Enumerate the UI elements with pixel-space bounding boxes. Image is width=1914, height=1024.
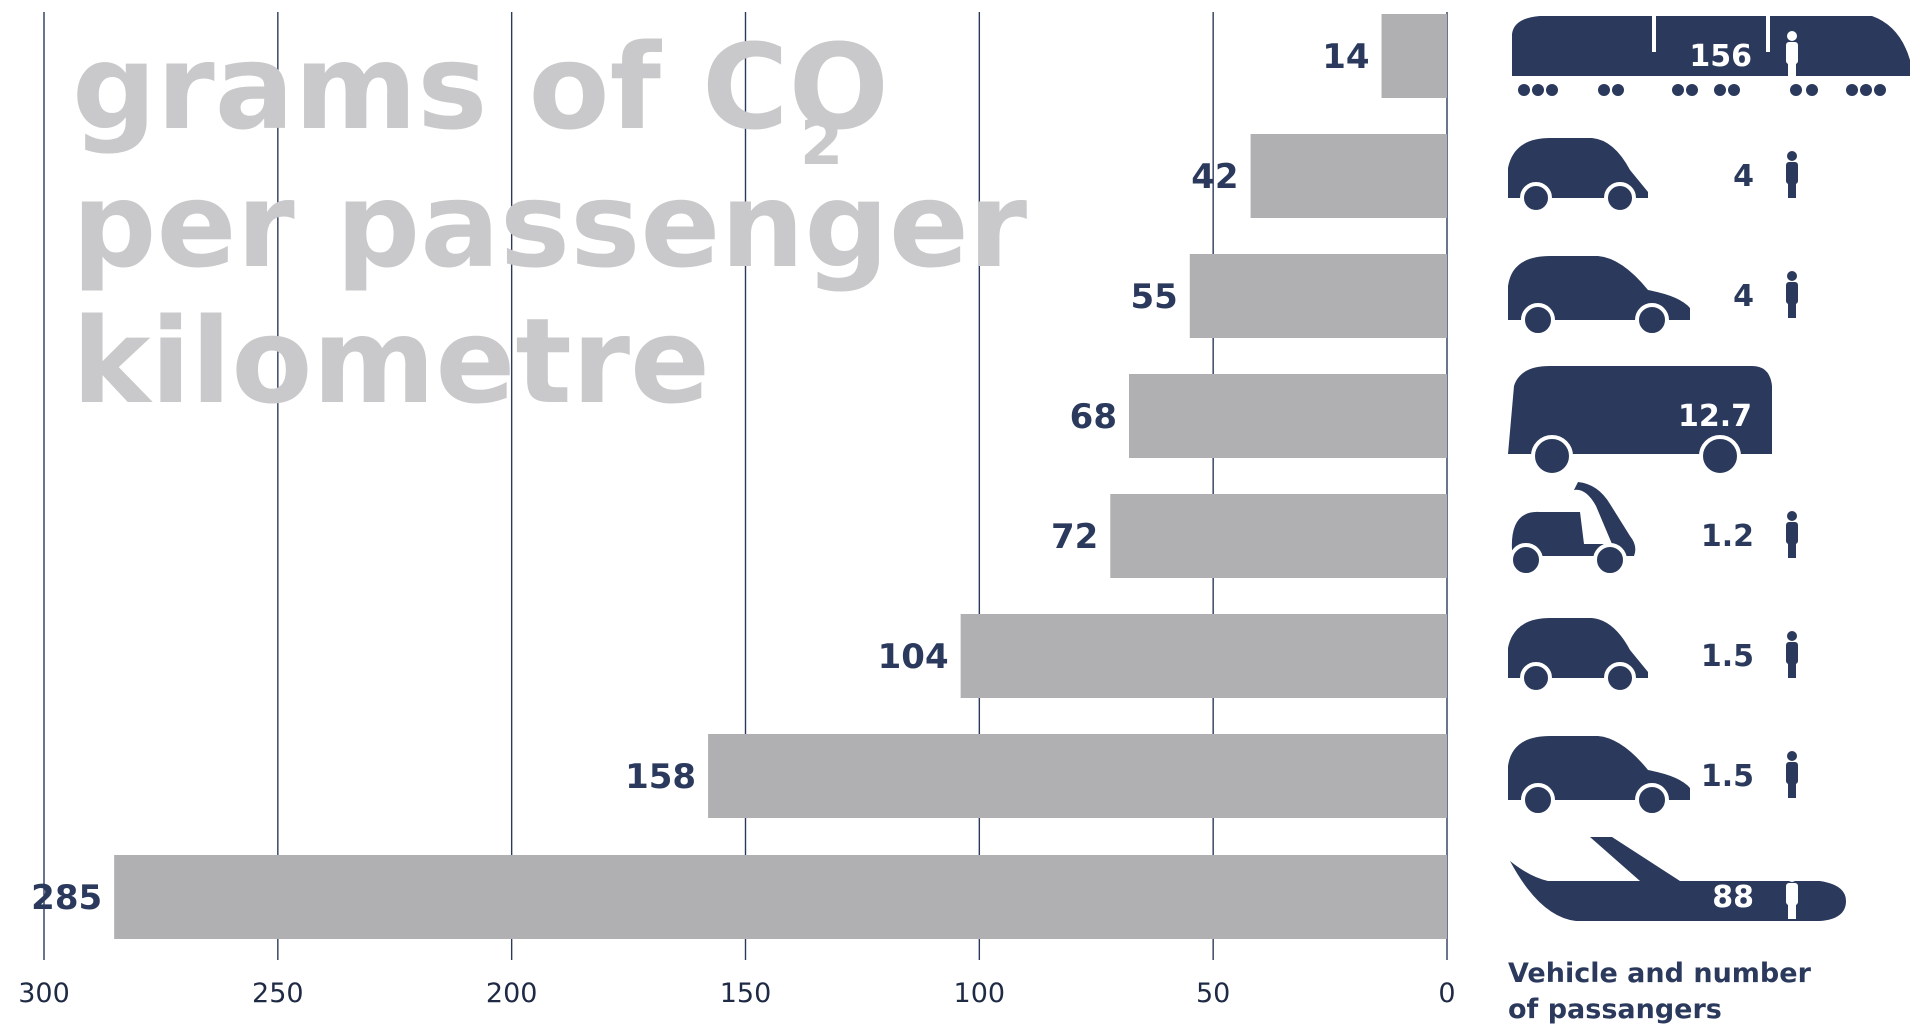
bar-1 xyxy=(1381,14,1447,98)
bar-6 xyxy=(960,614,1447,698)
bar-5 xyxy=(1110,494,1447,578)
bars xyxy=(114,14,1447,939)
passenger-count-5: 1.2 xyxy=(1701,519,1754,554)
data-labels: 14 42 55 68 72 104 158 285 xyxy=(31,37,1369,918)
passenger-count-4: 12.7 xyxy=(1678,399,1752,434)
bar-4 xyxy=(1128,374,1447,458)
small-car-icon-2 xyxy=(1508,138,1648,214)
value-label-3: 55 xyxy=(1130,277,1177,317)
car-icon-3 xyxy=(1508,256,1690,337)
passenger-count-1: 156 xyxy=(1689,39,1752,74)
value-label-1: 14 xyxy=(1322,37,1369,77)
person-icon xyxy=(1786,391,1798,438)
x-tick-label-100: 100 xyxy=(954,978,1006,1009)
person-icon xyxy=(1786,271,1798,318)
x-tick-label-150: 150 xyxy=(720,978,772,1009)
car-icon-7 xyxy=(1508,736,1690,817)
x-tick-label-300: 300 xyxy=(18,978,70,1009)
value-label-6: 104 xyxy=(878,637,949,677)
value-label-4: 68 xyxy=(1070,397,1117,437)
value-label-5: 72 xyxy=(1051,517,1098,557)
side-title-line-2: of passangers xyxy=(1508,994,1722,1024)
person-icon xyxy=(1786,151,1798,198)
title-line-1: grams of CO xyxy=(72,18,889,156)
bar-8 xyxy=(114,855,1447,939)
title-subscript: 2 xyxy=(800,106,843,179)
vehicle-icons: 156 4 4 12.7 1.2 1.5 1.5 88 xyxy=(1508,16,1910,921)
person-icon xyxy=(1786,511,1798,558)
value-label-8: 285 xyxy=(31,878,102,918)
bar-7 xyxy=(708,734,1447,818)
bar-2 xyxy=(1250,134,1447,218)
person-icon xyxy=(1786,31,1798,78)
title-line-3: kilometre xyxy=(72,292,710,430)
person-icon xyxy=(1786,872,1798,919)
x-axis-tick-labels: 300 250 200 150 100 50 0 xyxy=(18,978,1455,1009)
value-label-7: 158 xyxy=(625,757,696,797)
train-icon-1 xyxy=(1512,16,1910,96)
passenger-count-6: 1.5 xyxy=(1701,639,1754,674)
chart-title: grams of CO 2 xyxy=(72,18,894,179)
small-car-icon-6 xyxy=(1508,618,1648,694)
van-icon-4 xyxy=(1508,366,1772,477)
passenger-count-7: 1.5 xyxy=(1701,759,1754,794)
passenger-count-3: 4 xyxy=(1733,279,1754,314)
bar-3 xyxy=(1189,254,1447,338)
value-label-2: 42 xyxy=(1191,157,1238,197)
title-line-2: per passenger xyxy=(72,156,1027,294)
scooter-icon-5 xyxy=(1509,482,1636,577)
x-tick-label-200: 200 xyxy=(486,978,538,1009)
x-tick-label-250: 250 xyxy=(252,978,304,1009)
x-tick-label-50: 50 xyxy=(1196,978,1230,1009)
person-icon xyxy=(1786,751,1798,798)
person-icon xyxy=(1786,631,1798,678)
passenger-count-8: 88 xyxy=(1712,880,1754,915)
passenger-count-2: 4 xyxy=(1733,159,1754,194)
x-tick-label-0: 0 xyxy=(1438,978,1455,1009)
side-title-line-1: Vehicle and number xyxy=(1508,958,1812,989)
airplane-icon-8 xyxy=(1510,837,1846,921)
